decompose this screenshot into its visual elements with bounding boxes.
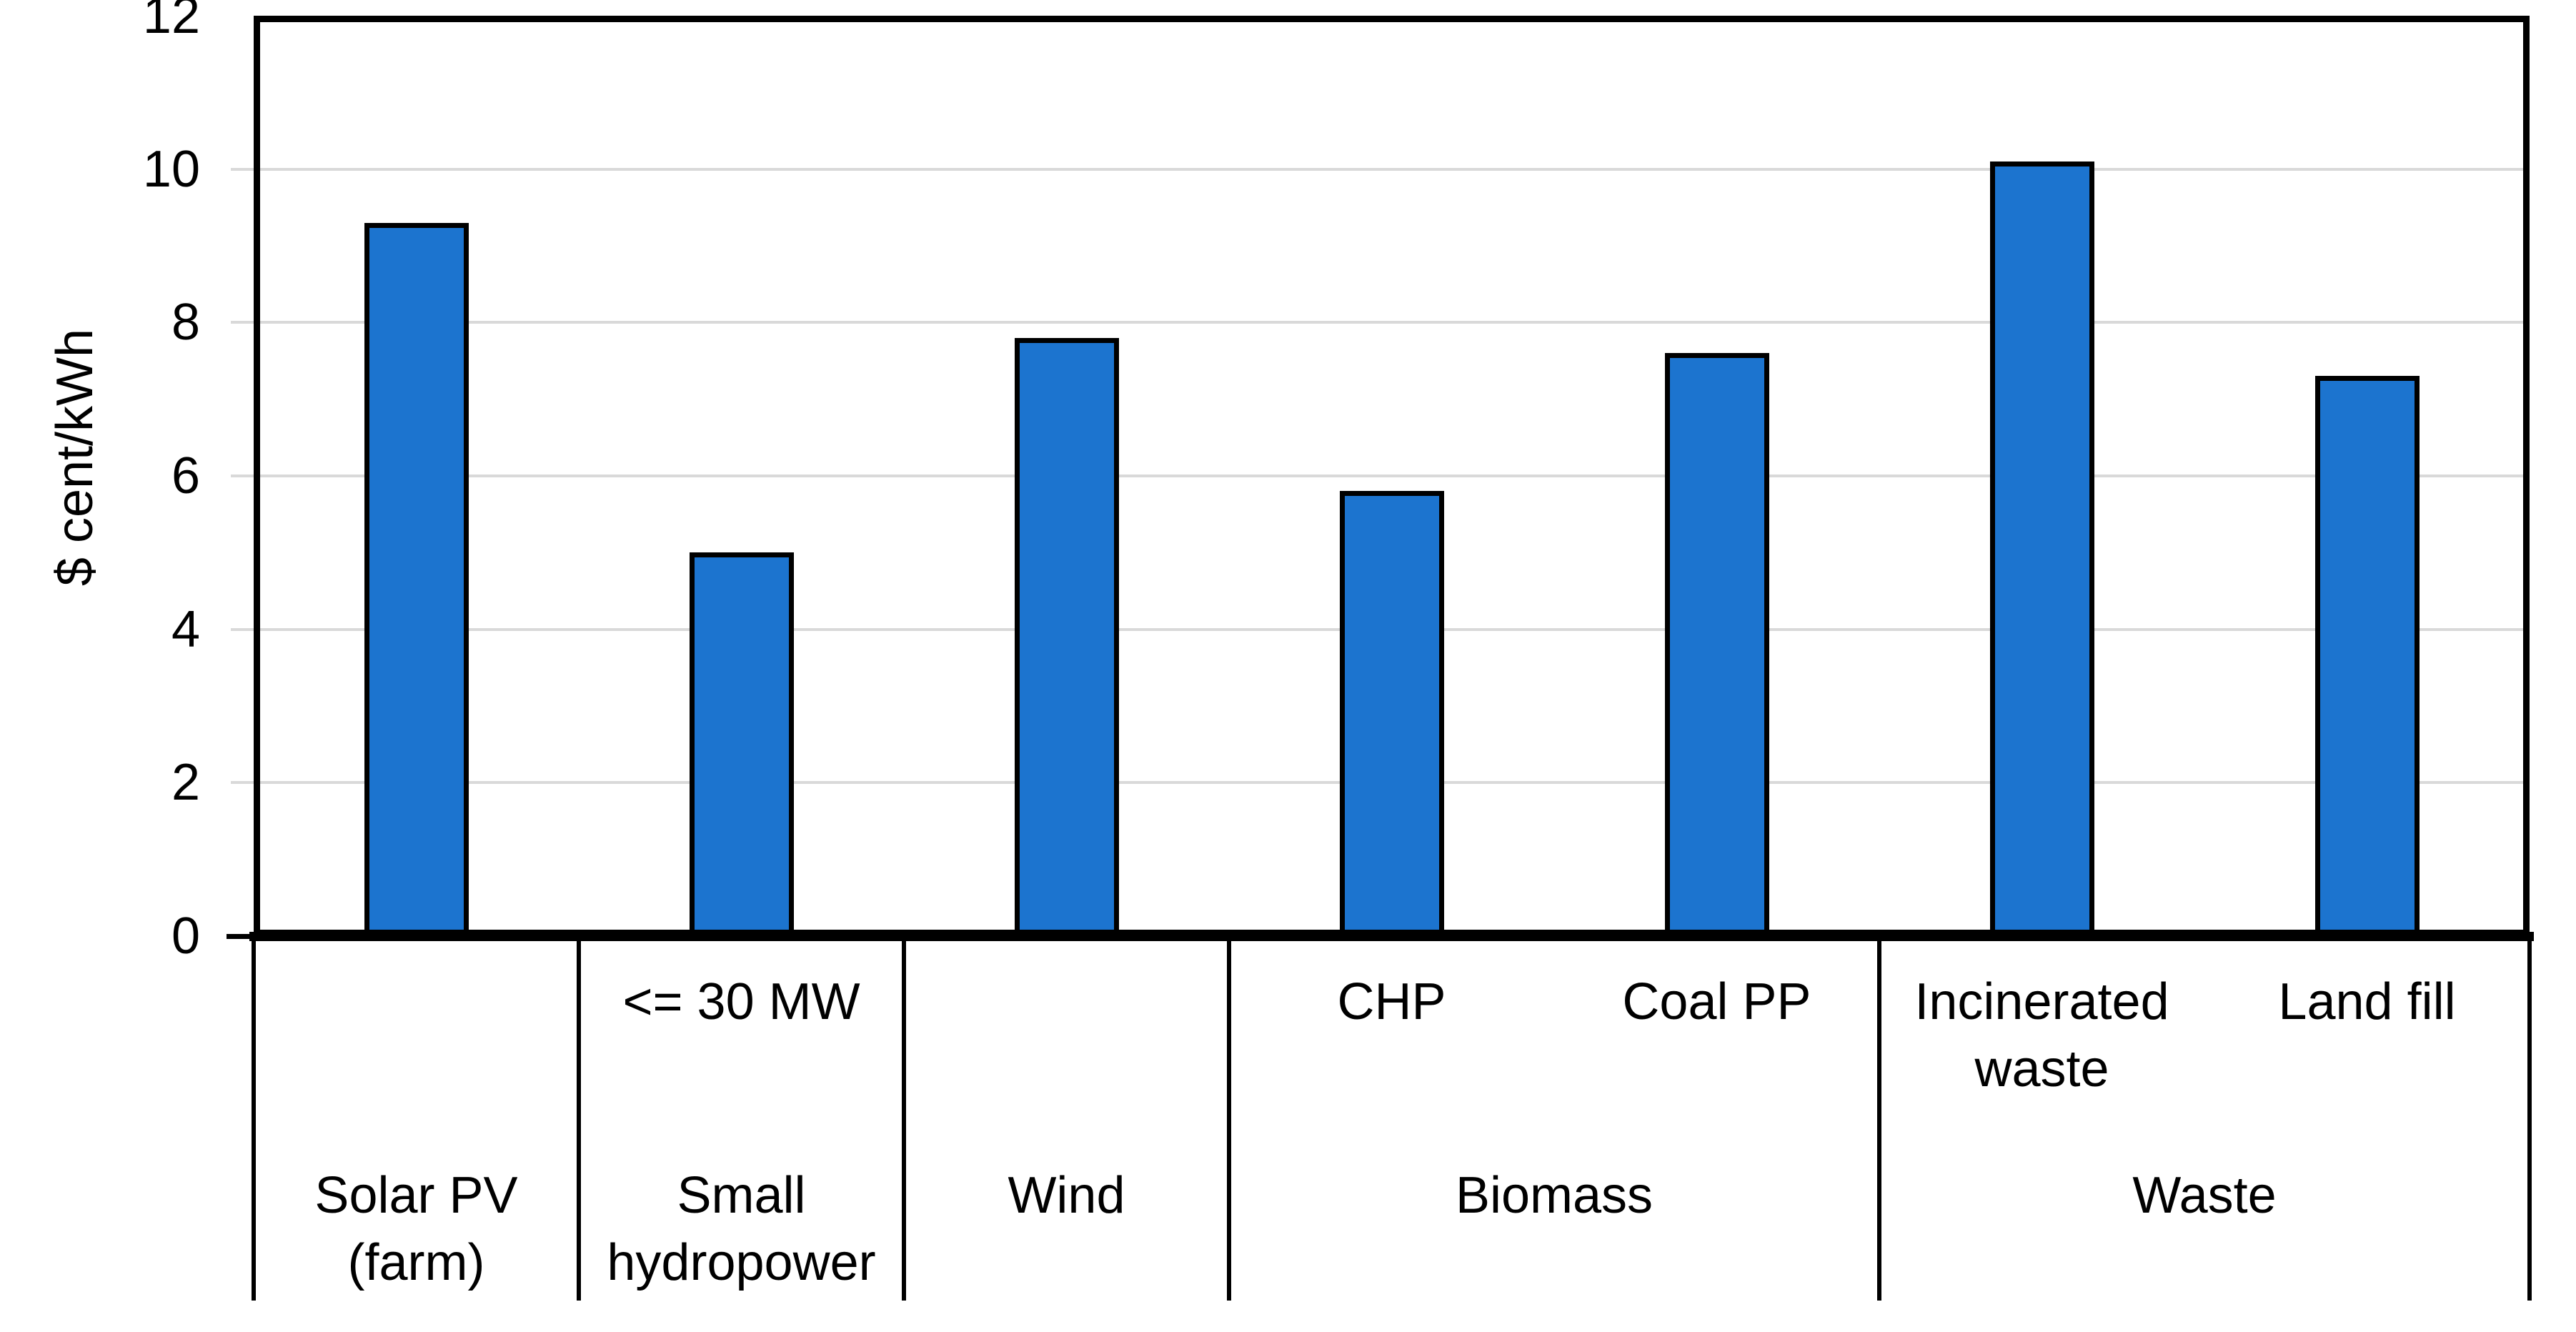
y-tick-mark-8 [231,321,254,324]
gridline-8 [254,321,2530,324]
sub-label-biomass-chp: CHP [1337,973,1446,1030]
category-divider [1227,936,1231,1301]
gridline-6 [254,474,2530,477]
bar-solar-pv-farm [364,222,469,936]
gridline-10 [254,167,2530,171]
category-divider [252,936,256,1301]
sub-label-waste-incinerated: Incinerated waste [1914,973,2169,1098]
category-divider [2527,936,2532,1301]
sub-label-biomass-coal-pp: Coal PP [1622,973,1811,1030]
y-tick-label-2: 2 [171,754,200,812]
bar-biomass-chp [1339,491,1444,936]
y-tick-label-6: 6 [171,447,200,505]
y-tick-label-12: 12 [142,0,200,44]
y-tick-mark-10 [231,167,254,171]
y-tick-mark-4 [231,627,254,631]
y-tick-label-10: 10 [142,140,200,198]
bar-waste-land-fill [2314,376,2420,936]
y-tick-mark-2 [231,781,254,785]
bar-waste-incinerated [1989,161,2094,936]
bar-wind [1014,337,1119,936]
y-tick-label-0: 0 [171,908,200,965]
sub-label-waste-land-fill: Land fill [2278,973,2456,1030]
category-divider [577,936,581,1301]
x-axis-baseline [249,932,2534,941]
group-label-waste: Waste [2132,1167,2277,1224]
category-divider [1877,936,1881,1301]
y-tick-label-8: 8 [171,294,200,352]
bar-small-hydropower [689,552,794,936]
y-tick-mark-6 [231,474,254,477]
sub-label-small-hydropower: <= 30 MW [622,973,860,1030]
group-label-biomass: Biomass [1455,1167,1653,1224]
bar-biomass-coal-pp [1664,353,1769,936]
y-tick-label-4: 4 [171,600,200,658]
group-label-wind: Wind [1008,1167,1125,1224]
category-divider [902,936,906,1301]
y-tick-mark-0 [227,934,254,939]
group-label-small-hydropower: Small hydropower [607,1167,876,1291]
group-label-solar-pv-farm: Solar PV (farm) [314,1167,518,1291]
